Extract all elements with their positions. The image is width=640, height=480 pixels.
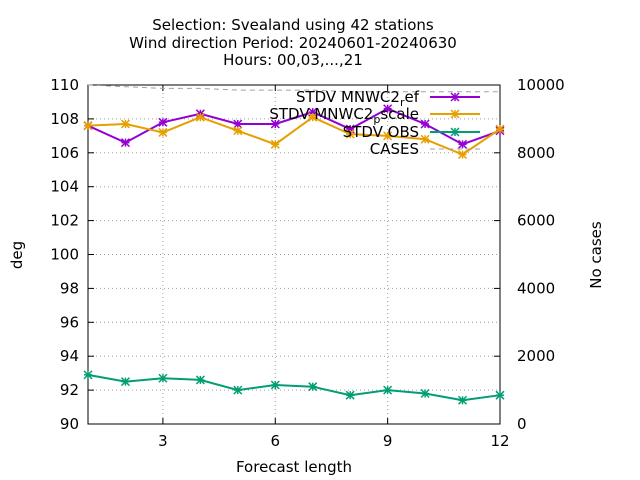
y2-tick-label-6000: 6000 xyxy=(517,212,555,230)
y-tick-label-106: 106 xyxy=(50,144,79,162)
y-tick-label-110: 110 xyxy=(50,76,79,94)
y-tick-label-102: 102 xyxy=(50,212,79,230)
data-point-stdv-mnwc2-ref-2 xyxy=(120,138,130,148)
data-point-stdv-mnwc2-ref-9 xyxy=(383,104,393,114)
data-point-stdv-obs-5 xyxy=(233,385,243,395)
x-axis-label: Forecast length xyxy=(236,458,352,476)
series-line-stdv-mnwc2-pscale xyxy=(87,116,501,156)
series-line-stdv-mnwc2-ref xyxy=(87,107,501,146)
chart-title-line-3: Hours: 00,03,...,21 xyxy=(223,51,363,69)
legend-marker-stdv-mnwc2-pscale xyxy=(450,109,460,119)
y-tick-label-94: 94 xyxy=(60,347,79,365)
y-tick-label-98: 98 xyxy=(60,279,79,297)
data-point-stdv-obs-9 xyxy=(383,385,393,395)
plot-border xyxy=(87,84,501,425)
series-layer xyxy=(83,84,505,405)
data-point-stdv-mnwc2-pscale-7 xyxy=(308,112,318,122)
data-point-stdv-mnwc2-ref-5 xyxy=(233,119,243,129)
y-tick-label-100: 100 xyxy=(50,246,79,264)
data-point-stdv-mnwc2-pscale-12 xyxy=(495,124,505,134)
chart-title-line-2: Wind direction Period: 20240601-20240630 xyxy=(129,34,457,52)
y2-tick-label-10000: 10000 xyxy=(517,76,565,94)
x-tick-label-3: 3 xyxy=(158,432,168,450)
data-point-stdv-mnwc2-pscale-10 xyxy=(420,134,430,144)
data-point-stdv-obs-10 xyxy=(420,388,430,399)
data-point-stdv-mnwc2-ref-3 xyxy=(158,117,168,127)
y-tick-label-96: 96 xyxy=(60,313,79,331)
data-point-stdv-obs-7 xyxy=(308,382,318,392)
data-point-stdv-obs-1 xyxy=(83,370,93,380)
data-point-stdv-obs-2 xyxy=(120,377,130,387)
data-point-stdv-mnwc2-pscale-2 xyxy=(120,119,130,129)
data-point-stdv-obs-4 xyxy=(195,375,205,385)
data-point-stdv-obs-6 xyxy=(270,380,280,390)
data-point-stdv-mnwc2-pscale-11 xyxy=(458,149,468,160)
data-point-stdv-mnwc2-pscale-6 xyxy=(270,139,280,149)
data-point-stdv-mnwc2-pscale-4 xyxy=(195,112,205,122)
legend-label-stdv-mnwc2-pscale: STDV MNWC2pscale xyxy=(269,105,419,126)
y-axis-label: deg xyxy=(8,241,26,269)
x-tick-label-6: 6 xyxy=(270,432,280,450)
series-line-stdv-obs xyxy=(87,373,501,402)
legend-label-stdv-obs: STDV OBS xyxy=(343,123,419,141)
legend-label-cases: CASES xyxy=(370,140,419,158)
legend-marker-stdv-mnwc2-ref xyxy=(450,92,460,102)
y2-tick-label-0: 0 xyxy=(517,415,527,433)
grid xyxy=(88,85,500,424)
y2-tick-label-2000: 2000 xyxy=(517,347,555,365)
y2-axis-label: No cases xyxy=(587,221,605,289)
y-tick-label-90: 90 xyxy=(60,415,79,433)
data-point-stdv-obs-12 xyxy=(495,390,505,400)
data-point-stdv-obs-11 xyxy=(458,395,468,405)
data-point-stdv-mnwc2-ref-6 xyxy=(270,119,280,129)
chart-title-line-1: Selection: Svealand using 42 stations xyxy=(152,16,434,34)
data-point-stdv-obs-3 xyxy=(158,373,168,383)
data-point-stdv-mnwc2-pscale-3 xyxy=(158,127,168,137)
data-point-stdv-mnwc2-pscale-8 xyxy=(345,129,355,139)
axes: 9092949698100102104106108110020004000600… xyxy=(50,76,564,450)
y-tick-label-108: 108 xyxy=(50,110,79,128)
y-tick-label-104: 104 xyxy=(50,178,79,196)
data-point-stdv-mnwc2-ref-11 xyxy=(458,139,468,149)
y2-tick-label-8000: 8000 xyxy=(517,144,555,162)
chart-title: Selection: Svealand using 42 stations Wi… xyxy=(129,16,457,69)
x-tick-label-9: 9 xyxy=(383,432,393,450)
data-point-stdv-mnwc2-pscale-5 xyxy=(233,126,243,136)
x-tick-label-12: 12 xyxy=(490,432,509,450)
data-point-stdv-mnwc2-pscale-9 xyxy=(383,131,393,141)
data-point-stdv-mnwc2-pscale-1 xyxy=(83,121,93,131)
legend-marker-stdv-obs xyxy=(450,127,460,137)
y2-tick-label-4000: 4000 xyxy=(517,279,555,297)
data-point-stdv-mnwc2-ref-10 xyxy=(420,119,430,129)
data-point-stdv-obs-8 xyxy=(345,390,355,400)
y-tick-label-92: 92 xyxy=(60,381,79,399)
series-line-cases xyxy=(87,84,500,93)
legend-label-stdv-mnwc2-ref: STDV MNWC2ref xyxy=(296,88,420,109)
